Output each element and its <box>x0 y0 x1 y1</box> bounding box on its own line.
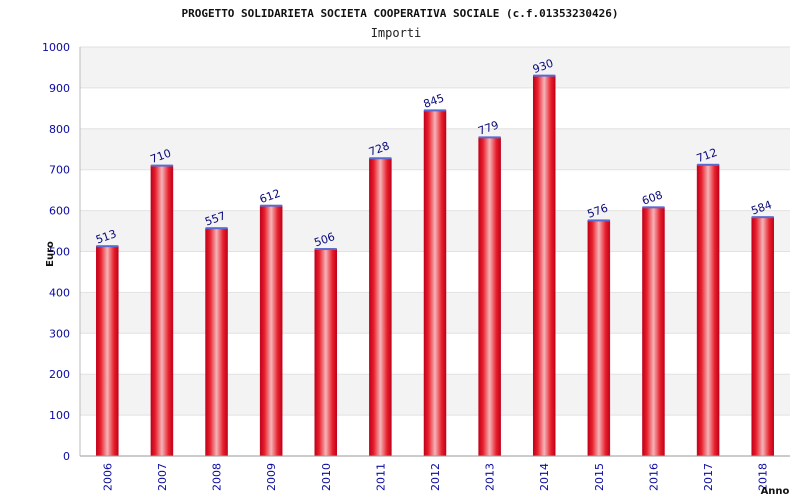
bar-2011 <box>369 157 392 457</box>
bar-body <box>532 75 556 457</box>
bar-body <box>150 165 174 457</box>
y-tick-label: 0 <box>63 450 70 463</box>
y-tick-label: 700 <box>49 164 70 177</box>
x-tick-label: 2006 <box>101 463 114 491</box>
x-axis-label: Anno <box>761 486 790 497</box>
bar-2015 <box>587 219 611 457</box>
y-axis-label: Euro <box>45 241 56 267</box>
y-tick-label: 1000 <box>42 41 70 54</box>
bar-body <box>642 207 665 457</box>
bar-cap <box>205 227 228 230</box>
y-tick-label: 600 <box>49 205 70 218</box>
x-tick-label: 2008 <box>211 463 224 491</box>
bar-body <box>259 205 283 457</box>
x-tick-label: 2018 <box>757 463 770 491</box>
bar-cap <box>96 245 119 248</box>
bar-body <box>751 216 774 457</box>
x-tick-label: 2015 <box>593 463 606 491</box>
bar-body <box>423 110 447 457</box>
bar-2018 <box>751 216 774 457</box>
bar-cap <box>587 219 610 222</box>
x-axis-ticks: 2006 2007 2008 2009 2010 2011 2012 2013 2014 2015… <box>101 463 769 491</box>
bar-cap <box>424 109 446 112</box>
y-tick-label: 100 <box>49 409 70 422</box>
y-tick-label: 300 <box>49 327 70 340</box>
x-tick-label: 2012 <box>429 463 442 491</box>
bar-cap <box>314 248 337 251</box>
bar-body <box>369 157 392 457</box>
bar-2010 <box>314 248 338 457</box>
x-tick-label: 2013 <box>484 463 497 491</box>
y-tick-label: 500 <box>49 246 70 259</box>
chart-title: PROGETTO SOLIDARIETA SOCIETA COOPERATIVA… <box>181 7 618 20</box>
bar-cap <box>642 206 665 209</box>
bar-body <box>696 164 720 457</box>
bars <box>96 74 774 457</box>
chart-subtitle: Importi <box>371 26 422 40</box>
bar-2008 <box>205 227 228 457</box>
bar-body <box>478 137 501 457</box>
bar-2009 <box>259 204 283 457</box>
x-tick-label: 2009 <box>265 463 278 491</box>
y-axis-ticks: 0 100 200 300 400 500 600 700 800 900 1000 <box>42 41 70 463</box>
bar-2017 <box>696 163 720 457</box>
bar-2016 <box>642 206 665 457</box>
bar-cap <box>751 216 774 219</box>
bar-body <box>587 220 611 457</box>
x-tick-label: 2011 <box>374 463 387 491</box>
bar-cap <box>260 204 283 207</box>
x-tick-label: 2017 <box>702 463 715 491</box>
bar-2006 <box>96 245 119 457</box>
data-label: 612 <box>258 187 282 206</box>
bar-body <box>314 248 338 457</box>
bar-2012 <box>423 109 447 457</box>
y-tick-label: 800 <box>49 123 70 136</box>
bar-cap <box>533 74 556 77</box>
x-tick-label: 2007 <box>156 463 169 491</box>
x-tick-label: 2016 <box>647 463 660 491</box>
bar-2013 <box>478 136 501 457</box>
bar-cap <box>478 136 501 139</box>
bar-cap <box>369 157 392 160</box>
bar-2007 <box>150 164 174 457</box>
data-label: 608 <box>640 188 664 207</box>
y-tick-label: 900 <box>49 82 70 95</box>
bar-cap <box>697 163 720 166</box>
x-tick-label: 2010 <box>320 463 333 491</box>
data-label: 845 <box>422 91 446 110</box>
bar-cap <box>150 164 173 167</box>
bar-body <box>205 227 228 457</box>
y-tick-label: 200 <box>49 368 70 381</box>
x-tick-label: 2014 <box>538 463 551 491</box>
y-tick-label: 400 <box>49 286 70 299</box>
bar-2014 <box>532 74 556 457</box>
bar-body <box>96 245 119 457</box>
grid-band <box>80 47 790 88</box>
